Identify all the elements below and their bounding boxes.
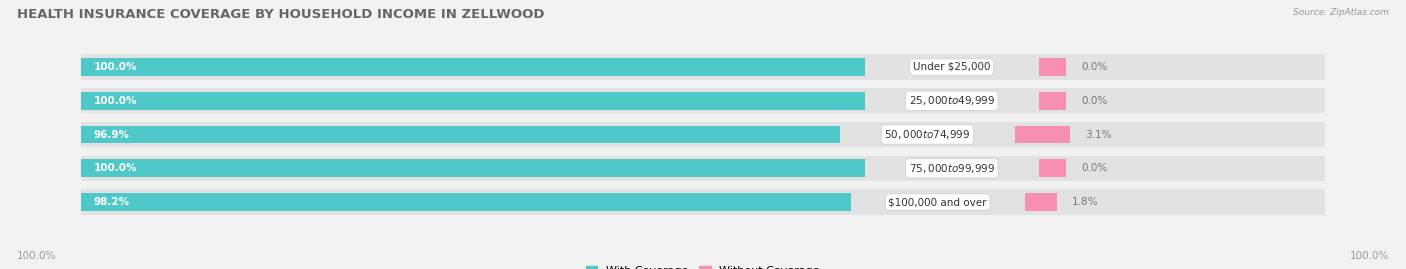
Text: 100.0%: 100.0% (94, 163, 136, 173)
Bar (82, 122, 1324, 147)
Bar (1015, 126, 1070, 143)
Legend: With Coverage, Without Coverage: With Coverage, Without Coverage (582, 261, 824, 269)
Bar (1025, 193, 1057, 211)
Text: $25,000 to $49,999: $25,000 to $49,999 (908, 94, 995, 107)
Text: HEALTH INSURANCE COVERAGE BY HOUSEHOLD INCOME IN ZELLWOOD: HEALTH INSURANCE COVERAGE BY HOUSEHOLD I… (17, 8, 544, 21)
Bar (82, 92, 865, 109)
Bar (82, 126, 841, 143)
Bar (82, 155, 1324, 181)
Text: 98.2%: 98.2% (94, 197, 129, 207)
Text: 0.0%: 0.0% (1081, 163, 1108, 173)
Text: $75,000 to $99,999: $75,000 to $99,999 (908, 162, 995, 175)
Text: 100.0%: 100.0% (17, 251, 56, 261)
Text: 1.8%: 1.8% (1073, 197, 1098, 207)
Text: 0.0%: 0.0% (1081, 96, 1108, 106)
Bar (1039, 92, 1066, 109)
Bar (82, 189, 1324, 215)
Bar (82, 193, 851, 211)
Text: $50,000 to $74,999: $50,000 to $74,999 (884, 128, 970, 141)
Text: 100.0%: 100.0% (94, 62, 136, 72)
Text: Under $25,000: Under $25,000 (912, 62, 990, 72)
Bar (1039, 58, 1066, 76)
Text: 100.0%: 100.0% (1350, 251, 1389, 261)
Text: 96.9%: 96.9% (94, 129, 129, 140)
Bar (82, 160, 865, 177)
Bar (82, 58, 865, 76)
Text: 0.0%: 0.0% (1081, 62, 1108, 72)
Text: Source: ZipAtlas.com: Source: ZipAtlas.com (1294, 8, 1389, 17)
Bar (1039, 160, 1066, 177)
Text: 100.0%: 100.0% (94, 96, 136, 106)
Text: $100,000 and over: $100,000 and over (889, 197, 987, 207)
Text: 3.1%: 3.1% (1085, 129, 1112, 140)
Bar (82, 54, 1324, 80)
Bar (82, 88, 1324, 114)
